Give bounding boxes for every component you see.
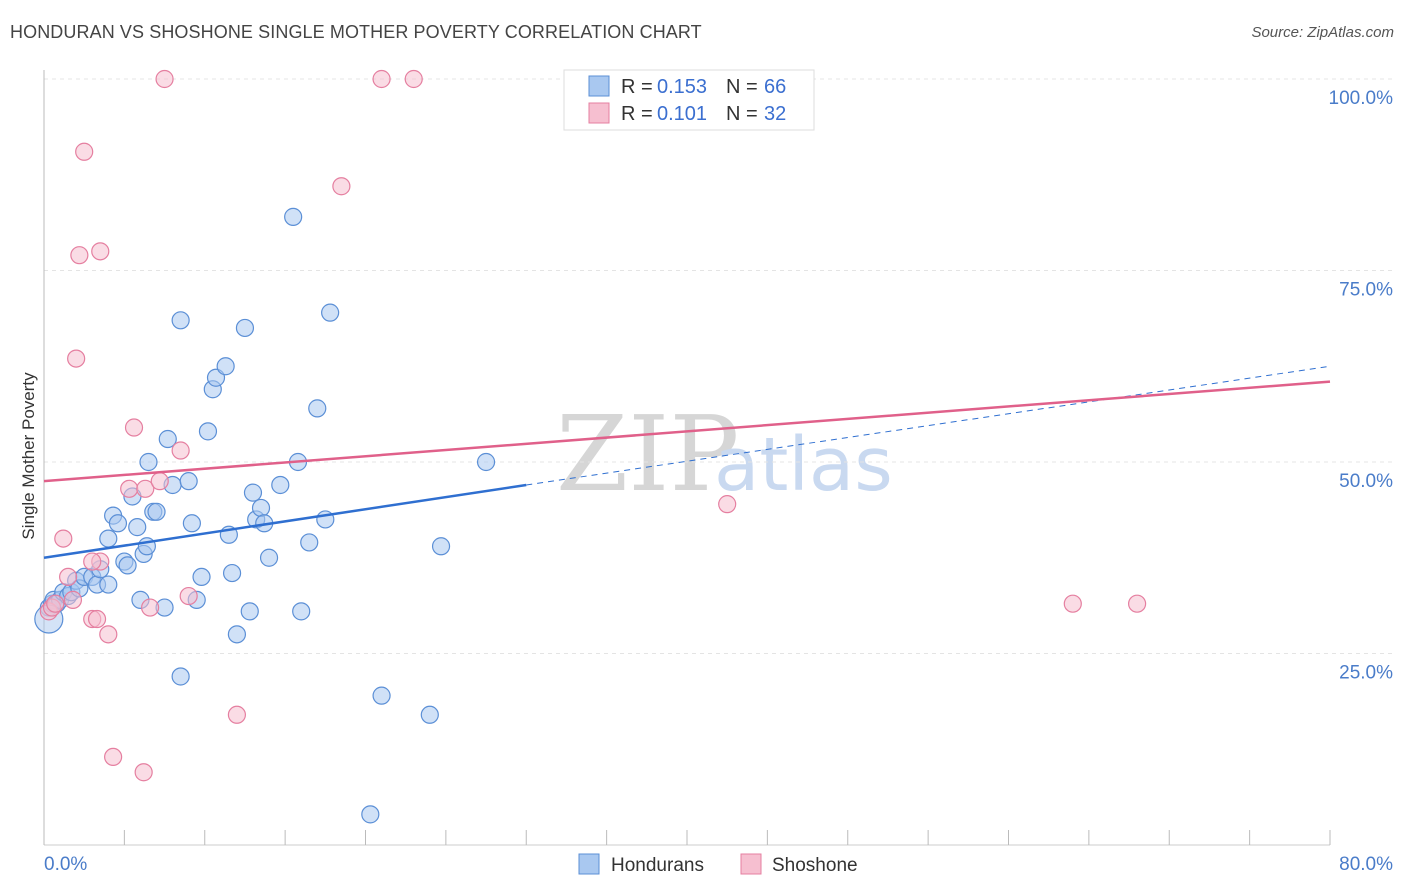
honduran-point	[139, 452, 158, 472]
gridlines	[44, 78, 1393, 654]
shoshone-point	[155, 69, 174, 89]
shoshone-n-label: N =	[726, 103, 758, 125]
honduran-point	[171, 667, 190, 686]
honduran-point	[182, 514, 201, 533]
shoshone-point	[140, 598, 160, 617]
honduran-point	[99, 575, 118, 594]
y-tick-label: 25.0%	[1339, 663, 1393, 684]
honduran-point	[284, 207, 303, 226]
shoshone-point	[54, 529, 73, 548]
y-tick-label: 50.0%	[1339, 471, 1393, 492]
shoshone-point	[87, 609, 107, 629]
legend-shoshone-label: Shoshone	[772, 855, 858, 876]
chart-title: HONDURAN VS SHOSHONE SINGLE MOTHER POVER…	[10, 22, 702, 42]
shoshone-point	[104, 747, 123, 767]
honduran-point	[240, 602, 259, 621]
legend-hondurans-label: Hondurans	[611, 855, 704, 876]
shoshone-point	[46, 594, 65, 613]
shoshone-point	[63, 590, 83, 609]
honduran-point	[108, 514, 128, 533]
shoshone-point	[1127, 594, 1147, 613]
honduran-point	[243, 483, 263, 502]
x-ticks	[43, 830, 1331, 845]
y-axis-label: Single Mother Poverty	[19, 372, 38, 540]
shoshone-point	[332, 177, 351, 196]
stats-legend: R = 0.153 N = 66 R = 0.101 N = 32	[563, 69, 815, 131]
honduran-point	[227, 625, 246, 644]
y-tick-label: 75.0%	[1339, 280, 1393, 301]
shoshone-point	[124, 418, 144, 437]
shoshone-point	[1063, 594, 1082, 613]
honduran-point	[198, 422, 218, 441]
series-legend: Hondurans Shoshone	[578, 853, 858, 876]
watermark-atlas: atlas	[714, 422, 893, 508]
honduran-point	[99, 529, 118, 548]
shoshone-point	[75, 142, 94, 161]
shoshone-point	[99, 625, 118, 644]
shoshone-r-value: 0.101	[657, 103, 707, 125]
honduran-point	[271, 475, 290, 495]
honduran-point	[292, 602, 311, 621]
shoshone-point	[404, 69, 423, 89]
shoshone-point	[372, 69, 391, 89]
watermark-zip: ZIP	[556, 393, 739, 515]
shoshone-trend-line	[43, 380, 1331, 483]
honduran-point	[361, 805, 380, 824]
shoshone-point	[718, 495, 737, 514]
honduran-point	[321, 303, 340, 322]
honduran-point	[476, 452, 496, 472]
hondurans-r-value: 0.153	[657, 76, 707, 98]
honduran-point	[118, 556, 137, 575]
honduran-point	[431, 537, 451, 556]
shoshone-point	[91, 242, 110, 261]
source-label: Source: ZipAtlas.com	[1251, 24, 1394, 41]
shoshone-n-value: 32	[764, 103, 786, 125]
hondurans-n-value: 66	[764, 76, 786, 98]
honduran-point	[216, 357, 235, 376]
honduran-point	[147, 502, 166, 521]
x-tick-label-min: 0.0%	[44, 854, 87, 875]
trend-lines	[43, 365, 1331, 559]
legend-hondurans-swatch	[578, 853, 600, 875]
x-tick-label-max: 80.0%	[1339, 854, 1393, 875]
shoshone-point	[171, 441, 190, 460]
honduran-point	[128, 518, 147, 537]
shoshone-point	[67, 349, 86, 368]
hondurans-trend-extension	[526, 365, 1331, 486]
honduran-point	[372, 686, 391, 705]
shoshone-point	[120, 479, 139, 498]
y-tick-labels: 100.0% 75.0% 50.0% 25.0%	[1329, 88, 1394, 684]
shoshone-points	[39, 69, 1147, 782]
shoshone-point	[227, 705, 246, 724]
hondurans-trend-line	[43, 483, 527, 559]
y-tick-label: 100.0%	[1329, 88, 1394, 109]
honduran-point	[222, 563, 242, 583]
honduran-point	[192, 567, 211, 587]
honduran-point	[179, 472, 198, 491]
honduran-point	[158, 429, 177, 449]
shoshone-point	[136, 479, 155, 498]
honduran-point	[251, 498, 271, 518]
honduran-point	[259, 548, 279, 567]
hondurans-points	[34, 207, 496, 824]
honduran-point	[308, 399, 327, 418]
honduran-point	[420, 705, 439, 724]
hondurans-r-label: R =	[621, 76, 653, 98]
shoshone-point	[59, 567, 78, 587]
shoshone-r-label: R =	[621, 103, 653, 125]
shoshone-point	[70, 246, 89, 265]
shoshone-point	[134, 763, 153, 782]
shoshone-point	[150, 472, 169, 491]
shoshone-point	[179, 586, 198, 606]
hondurans-n-label: N =	[726, 76, 758, 98]
honduran-point	[300, 533, 319, 552]
honduran-point	[171, 311, 190, 330]
legend-shoshone-swatch	[740, 853, 762, 875]
shoshone-swatch	[588, 102, 610, 124]
hondurans-swatch	[588, 75, 610, 97]
honduran-point	[235, 318, 255, 338]
shoshone-point	[83, 552, 102, 571]
